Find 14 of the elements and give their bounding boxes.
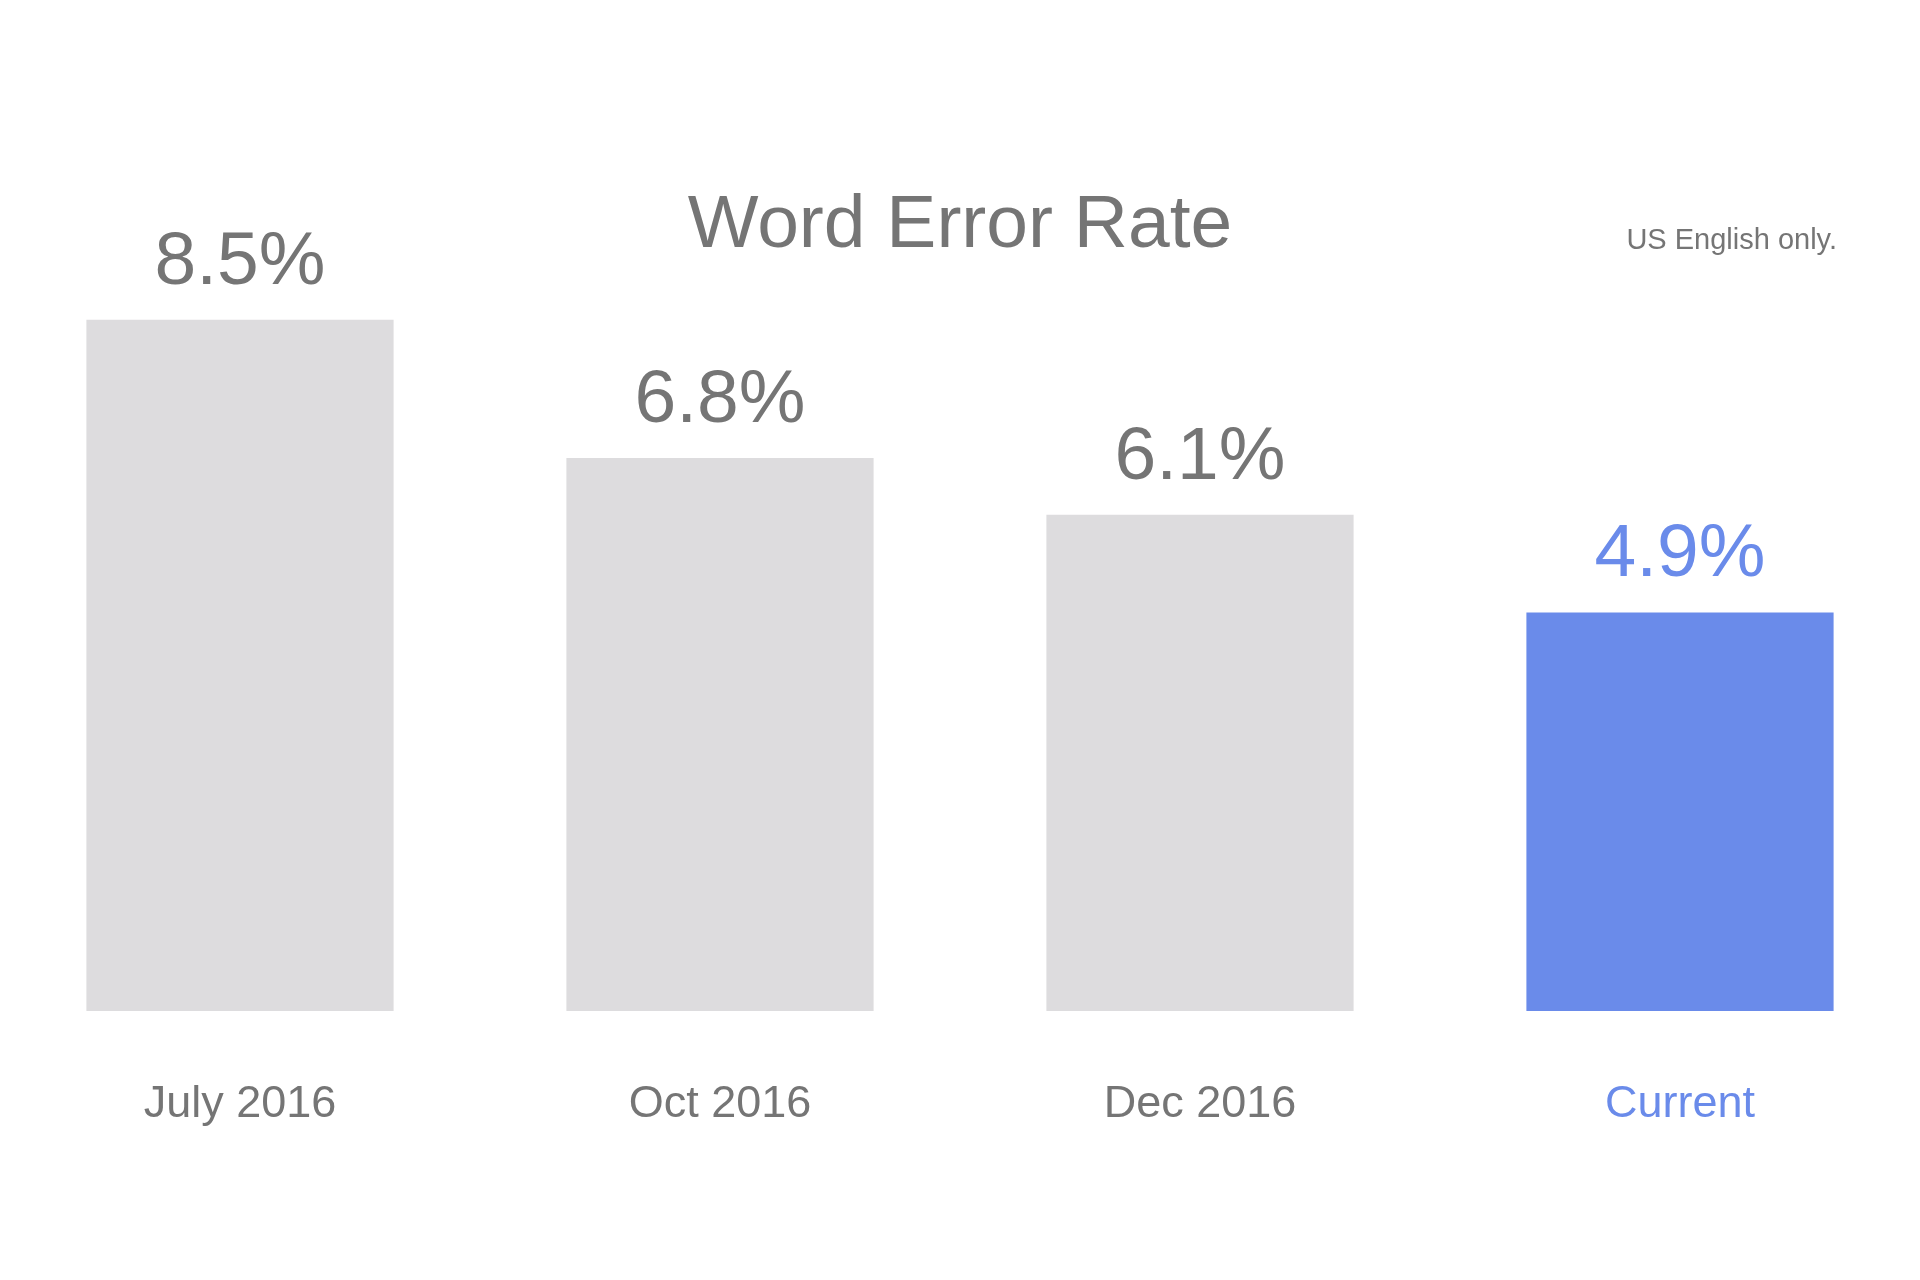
- text: US English only.: [1626, 223, 1837, 255]
- data-label: 6.1%: [1114, 410, 1286, 495]
- x-tick-label: Current: [1604, 1076, 1756, 1128]
- bar: [566, 457, 874, 1011]
- x-tick-label: July 2016: [143, 1076, 337, 1128]
- data-label: 6.8%: [634, 353, 806, 438]
- x-tick-label: Oct 2016: [628, 1076, 812, 1128]
- bar: [1526, 612, 1834, 1011]
- bar: [86, 319, 394, 1011]
- bar: [1046, 514, 1354, 1011]
- data-label: 8.5%: [154, 215, 326, 300]
- chart-title: Word Error Rate: [687, 178, 1233, 263]
- x-tick-label: Dec 2016: [1103, 1076, 1297, 1128]
- data-label: 4.9%: [1594, 508, 1766, 593]
